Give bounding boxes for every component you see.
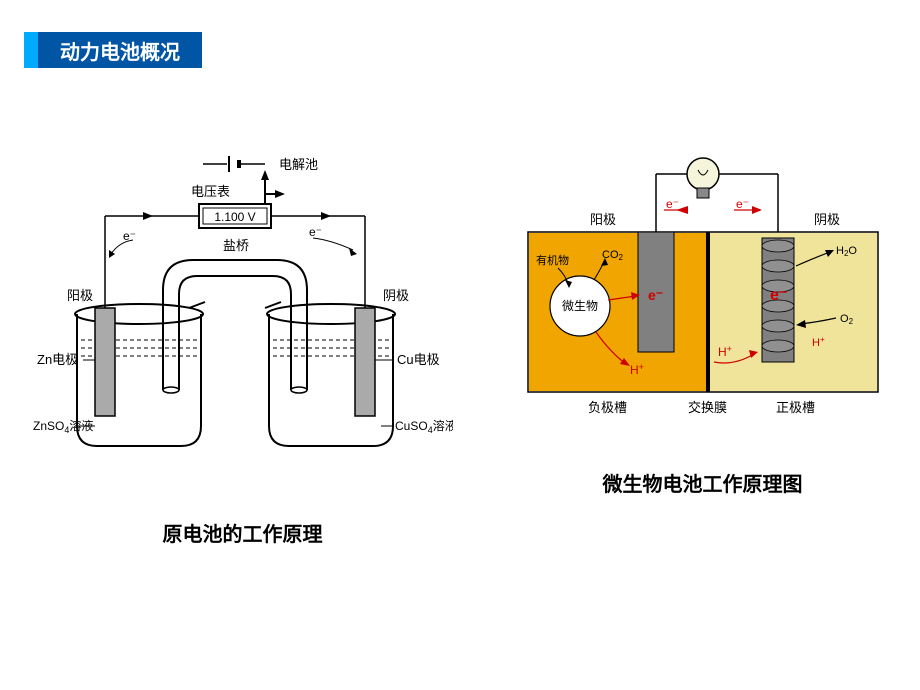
anode-side-label: 阳极 bbox=[590, 212, 616, 227]
left-caption: 原电池的工作原理 bbox=[163, 518, 323, 547]
cathode-chamber-label: 正极槽 bbox=[776, 400, 815, 415]
left-panel: 电解池 电压表 1.100 V e⁻ e⁻ bbox=[33, 150, 453, 547]
right-caption: 微生物电池工作原理图 bbox=[603, 468, 803, 497]
header-accent bbox=[24, 32, 38, 68]
wire-electron-right: e⁻ bbox=[736, 197, 749, 211]
zn-electrode bbox=[95, 308, 115, 416]
electron-arrow-right bbox=[321, 212, 331, 220]
wire-electron-left: e⁻ bbox=[666, 197, 679, 211]
bulb-icon bbox=[687, 158, 719, 198]
cu-electrode-label: Cu电极 bbox=[397, 352, 440, 367]
header-bar: 动力电池概况 bbox=[24, 32, 202, 68]
header-title: 动力电池概况 bbox=[38, 32, 202, 68]
left-beaker bbox=[75, 260, 205, 446]
salt-bridge-label: 盐桥 bbox=[223, 238, 249, 253]
voltmeter-reading: 1.100 V bbox=[214, 210, 255, 224]
cathode-label: 阴极 bbox=[383, 288, 409, 303]
microbial-cell-diagram: e⁻ e⁻ 阳极 阴极 e⁻ bbox=[518, 150, 888, 440]
electron-arrow-left bbox=[143, 212, 153, 220]
microbe-label: 微生物 bbox=[561, 299, 597, 313]
anode-label: 阳极 bbox=[67, 288, 93, 303]
electron-label-right: e⁻ bbox=[309, 225, 322, 239]
content-area: 电解池 电压表 1.100 V e⁻ e⁻ bbox=[0, 150, 920, 547]
zn-electrode-label: Zn电极 bbox=[37, 352, 78, 367]
cu-electrode bbox=[355, 308, 375, 416]
salt-bridge bbox=[163, 260, 307, 393]
anode-electron: e⁻ bbox=[648, 287, 663, 303]
cuso4-label: CuSO4溶液 bbox=[395, 418, 453, 435]
membrane bbox=[706, 232, 710, 392]
anode-chamber-label: 负极槽 bbox=[588, 400, 627, 415]
galvanic-cell-diagram: 电解池 电压表 1.100 V e⁻ e⁻ bbox=[33, 150, 453, 490]
cathode-electron: e⁻ bbox=[770, 287, 787, 304]
electrolytic-symbol: 电解池 bbox=[203, 156, 318, 172]
right-panel: e⁻ e⁻ 阳极 阴极 e⁻ bbox=[518, 150, 888, 497]
right-beaker bbox=[265, 260, 395, 446]
organic-label: 有机物 bbox=[536, 253, 569, 267]
cathode-side-label: 阴极 bbox=[814, 212, 840, 227]
voltmeter-label: 电压表 bbox=[191, 184, 230, 199]
membrane-label: 交换膜 bbox=[688, 400, 727, 415]
electrolytic-cell-label: 电解池 bbox=[279, 157, 318, 172]
